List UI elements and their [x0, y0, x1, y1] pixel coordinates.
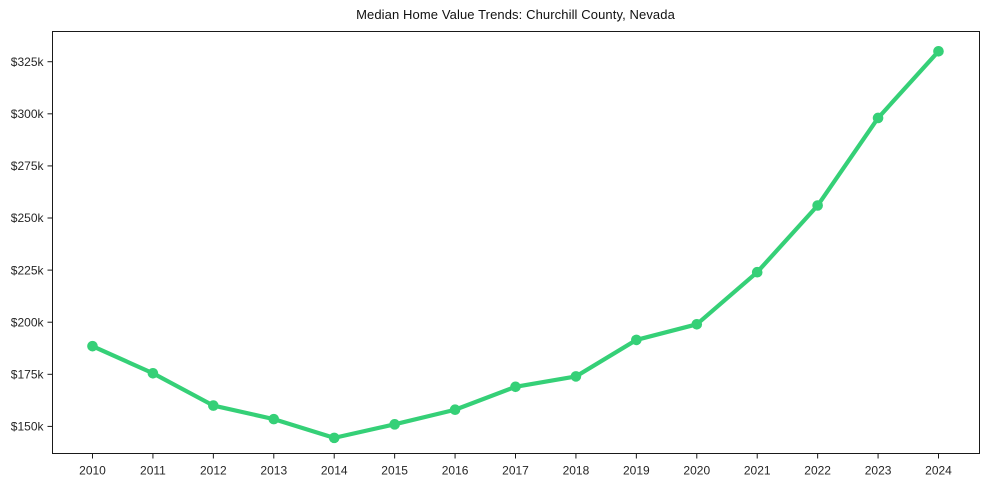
data-point-2013	[268, 413, 280, 425]
x-tick-label: 2011	[140, 464, 166, 478]
x-tick-label: 2020	[683, 464, 710, 478]
data-point-2021	[751, 266, 763, 278]
y-tick-label: $250k	[11, 211, 45, 225]
data-point-2020	[691, 318, 703, 330]
trend-line	[90, 49, 941, 440]
x-tick-label: 2018	[563, 464, 590, 478]
data-point-2018	[570, 371, 582, 382]
data-point-2012	[208, 400, 219, 411]
y-tick-label: $200k	[11, 315, 45, 329]
x-tick-label: 2016	[442, 464, 469, 478]
chart-title: Median Home Value Trends: Churchill Coun…	[356, 7, 675, 22]
x-tick-label: 2022	[804, 464, 831, 478]
data-point-2023	[872, 112, 884, 124]
y-tick-label: $175k	[11, 368, 45, 382]
data-point-2011	[147, 367, 159, 379]
x-tick-label: 2021	[744, 464, 771, 478]
x-tick-label: 2017	[502, 464, 529, 478]
x-tick-label: 2010	[79, 464, 106, 478]
data-point-2010	[87, 340, 98, 352]
y-tick-label: $225k	[11, 263, 45, 277]
x-tick-label: 2014	[321, 464, 348, 478]
y-tick-label: $325k	[11, 55, 45, 69]
x-tick-label: 2024	[925, 464, 952, 478]
data-point-2014	[328, 432, 340, 444]
y-tick-label: $150k	[11, 420, 45, 434]
data-point-2022	[812, 200, 823, 211]
data-point-2017	[510, 381, 521, 393]
x-tick-label: 2013	[260, 464, 287, 478]
x-tick-label: 2015	[381, 464, 408, 478]
data-point-2015	[389, 419, 400, 430]
data-point-2019	[631, 334, 642, 346]
y-tick-label: $300k	[11, 107, 45, 121]
x-tick-label: 2023	[865, 464, 892, 478]
x-tick-label: 2012	[200, 464, 227, 478]
data-point-2024	[933, 45, 944, 57]
y-tick-label: $275k	[11, 159, 45, 173]
x-tick-label: 2019	[623, 464, 650, 478]
data-point-2016	[449, 404, 461, 416]
